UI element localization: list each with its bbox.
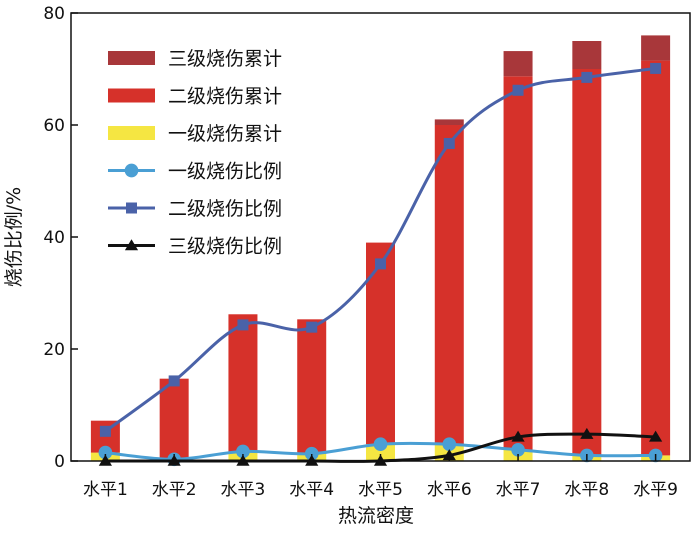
point-2-2 bbox=[168, 375, 180, 387]
x-tick-label-5: 水平5 bbox=[358, 480, 403, 500]
legend-swatch-3 bbox=[108, 126, 155, 140]
x-tick-label-9: 水平9 bbox=[633, 480, 678, 500]
point-1-7 bbox=[511, 442, 525, 457]
axes-layer: 0 20 40 60 80 水平1 水平2 水平3 水平4 水平5 水平6 水平7 水平8 水平9 bbox=[43, 4, 691, 500]
point-1-5 bbox=[373, 437, 388, 452]
point-2-7 bbox=[512, 84, 524, 96]
y-tick-label-1: 0 bbox=[54, 452, 65, 472]
bar-2-9 bbox=[641, 60, 671, 456]
legend-label-4: 一级烧伤比例 bbox=[168, 161, 282, 183]
y-tick-label-3: 40 bbox=[43, 228, 65, 248]
point-2-1 bbox=[99, 425, 111, 437]
legend-marker-6 bbox=[124, 239, 139, 251]
legend-label-2: 二级烧伤累计 bbox=[168, 86, 282, 108]
legend-label-3: 一级烧伤累计 bbox=[168, 123, 282, 145]
bar-2-7 bbox=[503, 76, 533, 450]
point-1-3 bbox=[236, 444, 250, 459]
bar-2-6 bbox=[434, 125, 464, 445]
bar-2-8 bbox=[572, 69, 602, 456]
bar-2-2 bbox=[159, 378, 189, 460]
point-3-7 bbox=[511, 430, 525, 442]
bar-3-8 bbox=[572, 41, 602, 69]
legend-label-6: 三级烧伤比例 bbox=[168, 236, 282, 258]
legend-marker-5 bbox=[126, 202, 137, 214]
point-2-6 bbox=[443, 137, 455, 149]
legend-label-1: 三级烧伤累计 bbox=[168, 48, 282, 70]
bar-3-7 bbox=[503, 51, 533, 77]
point-1-6 bbox=[442, 437, 457, 452]
x-tick-label-8: 水平8 bbox=[564, 480, 609, 500]
y-tick-label-5: 80 bbox=[43, 4, 65, 24]
bar-3-6 bbox=[434, 119, 464, 125]
x-tick-label-2: 水平2 bbox=[152, 480, 197, 500]
x-tick-label-3: 水平3 bbox=[221, 480, 266, 500]
bar-1-5 bbox=[366, 444, 395, 461]
bar-2-3 bbox=[228, 314, 258, 452]
x-tick-label-4: 水平4 bbox=[289, 480, 334, 500]
x-tick-label-7: 水平7 bbox=[496, 480, 541, 500]
point-2-8 bbox=[581, 71, 593, 83]
point-1-1 bbox=[98, 445, 113, 460]
bars-layer bbox=[90, 35, 671, 461]
point-2-9 bbox=[650, 62, 662, 74]
x-tick-label-1: 水平1 bbox=[83, 480, 128, 500]
x-tick-label-6: 水平6 bbox=[427, 480, 472, 500]
point-3-8 bbox=[580, 427, 594, 439]
point-2-5 bbox=[375, 258, 386, 270]
point-2-4 bbox=[306, 321, 318, 333]
y-tick-label-2: 20 bbox=[43, 340, 65, 360]
bar-2-5 bbox=[366, 242, 395, 445]
point-2-3 bbox=[237, 319, 249, 331]
legend-swatch-1 bbox=[108, 51, 155, 65]
bar-2-4 bbox=[297, 319, 327, 454]
bar-3-9 bbox=[641, 35, 671, 61]
legend-label-5: 二级烧伤比例 bbox=[168, 198, 282, 220]
y-axis-title: 烧伤比例/% bbox=[3, 187, 25, 287]
point-3-9 bbox=[649, 430, 663, 442]
y-tick-label-4: 60 bbox=[43, 116, 65, 136]
x-axis-title: 热流密度 bbox=[338, 505, 414, 527]
point-1-4 bbox=[304, 446, 319, 461]
legend-swatch-2 bbox=[108, 88, 155, 103]
legend-marker-4 bbox=[124, 163, 139, 178]
